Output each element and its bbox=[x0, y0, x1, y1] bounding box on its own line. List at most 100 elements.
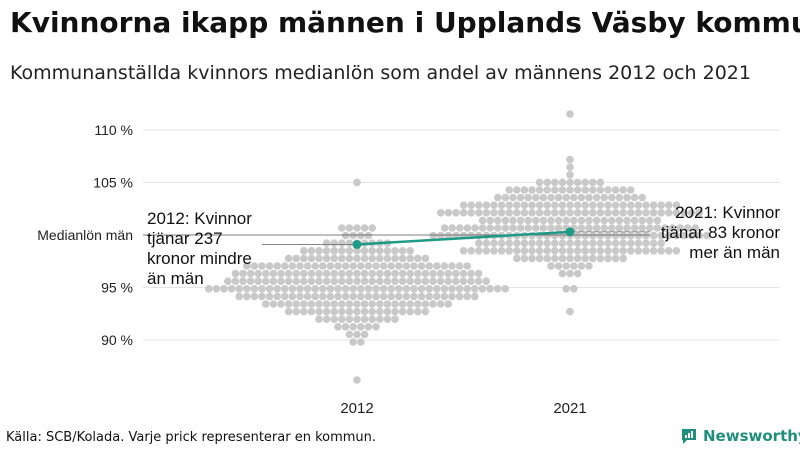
municipality-dot bbox=[680, 209, 688, 217]
municipality-dot bbox=[353, 307, 361, 316]
municipality-dot bbox=[672, 209, 681, 217]
municipality-dot bbox=[490, 201, 498, 209]
municipality-dot bbox=[345, 300, 354, 308]
municipality-dot bbox=[376, 269, 384, 278]
municipality-dot bbox=[383, 247, 392, 255]
municipality-dot bbox=[277, 269, 285, 278]
municipality-dot bbox=[619, 201, 627, 209]
annotation-2012-line: kronor mindre bbox=[147, 249, 252, 268]
municipality-dot bbox=[501, 285, 510, 293]
municipality-dot bbox=[345, 307, 354, 316]
municipality-dot bbox=[494, 224, 502, 232]
municipality-dot bbox=[516, 224, 525, 232]
brand-logo[interactable]: Newsworthy bbox=[680, 427, 800, 445]
municipality-dot bbox=[391, 307, 399, 316]
municipality-dot bbox=[330, 277, 339, 286]
municipality-dot bbox=[543, 209, 551, 217]
municipality-dot bbox=[463, 292, 472, 301]
municipality-dot bbox=[505, 239, 513, 247]
x-tick-label: 2021 bbox=[553, 400, 586, 417]
municipality-dot bbox=[581, 178, 589, 187]
municipality-dot bbox=[573, 254, 582, 263]
municipality-dot bbox=[353, 315, 361, 324]
municipality-dot bbox=[360, 269, 369, 278]
municipality-dot bbox=[353, 247, 361, 255]
municipality-dot bbox=[330, 300, 339, 308]
municipality-dot bbox=[520, 254, 529, 263]
municipality-dot bbox=[592, 216, 601, 225]
municipality-dot bbox=[421, 300, 430, 308]
municipality-dot bbox=[243, 285, 251, 293]
municipality-dot bbox=[562, 193, 570, 202]
municipality-dot bbox=[482, 201, 491, 209]
municipality-dot bbox=[429, 269, 437, 278]
municipality-dot bbox=[448, 262, 456, 270]
annotation-2021-line: mer än män bbox=[689, 243, 780, 262]
municipality-dot bbox=[254, 269, 262, 278]
municipality-dot bbox=[391, 247, 399, 255]
y-tick-label: 105 % bbox=[93, 175, 133, 191]
municipality-dot bbox=[254, 277, 262, 286]
municipality-dot bbox=[573, 247, 582, 255]
municipality-dot bbox=[330, 269, 339, 278]
municipality-dot bbox=[577, 224, 586, 232]
municipality-dot bbox=[262, 277, 270, 286]
municipality-dot bbox=[535, 209, 544, 217]
municipality-dot bbox=[497, 247, 506, 255]
municipality-dot bbox=[364, 323, 373, 331]
municipality-dot bbox=[250, 292, 259, 301]
municipality-dot bbox=[311, 285, 320, 293]
municipality-dot bbox=[326, 292, 335, 301]
municipality-dot bbox=[551, 178, 559, 187]
municipality-dot bbox=[372, 285, 380, 293]
municipality-dot bbox=[250, 285, 259, 293]
reference-lines: Medianlön män bbox=[37, 227, 650, 245]
municipality-dot bbox=[566, 247, 574, 255]
municipality-dot bbox=[205, 285, 213, 293]
municipality-dot bbox=[341, 323, 350, 331]
municipality-dot bbox=[296, 285, 304, 293]
municipality-dot bbox=[322, 254, 331, 263]
municipality-dot bbox=[551, 201, 559, 209]
municipality-dot bbox=[398, 277, 407, 286]
municipality-dot bbox=[657, 239, 665, 247]
municipality-dot bbox=[657, 209, 665, 217]
municipality-dot bbox=[551, 254, 559, 263]
municipality-dot bbox=[680, 231, 688, 240]
municipality-dot bbox=[368, 224, 377, 232]
municipality-dot bbox=[551, 247, 559, 255]
municipality-dot bbox=[353, 178, 361, 187]
municipality-dot bbox=[368, 315, 377, 324]
municipality-dot bbox=[611, 254, 620, 263]
municipality-dot bbox=[360, 277, 369, 286]
municipality-dot bbox=[414, 254, 422, 263]
municipality-dot bbox=[600, 193, 608, 202]
municipality-dot bbox=[341, 285, 350, 293]
municipality-dot bbox=[357, 262, 365, 270]
municipality-dot bbox=[262, 269, 270, 278]
municipality-dot bbox=[543, 201, 551, 209]
municipality-dot bbox=[486, 224, 495, 232]
municipality-dot bbox=[292, 307, 301, 316]
municipality-dot bbox=[414, 269, 422, 278]
municipality-dot bbox=[296, 262, 304, 270]
municipality-dot bbox=[284, 277, 293, 286]
municipality-dot bbox=[452, 209, 460, 217]
municipality-dot bbox=[642, 239, 650, 247]
municipality-dot bbox=[391, 315, 399, 324]
municipality-dot bbox=[357, 338, 365, 346]
municipality-dot bbox=[589, 186, 597, 194]
municipality-dot bbox=[486, 285, 494, 293]
municipality-dot bbox=[391, 277, 399, 286]
municipality-dot bbox=[623, 193, 631, 202]
municipality-dot bbox=[604, 247, 612, 255]
municipality-dot bbox=[543, 186, 551, 194]
municipality-dot bbox=[296, 292, 304, 301]
municipality-dot bbox=[307, 247, 316, 255]
municipality-dot bbox=[402, 292, 411, 301]
municipality-dot bbox=[345, 277, 354, 286]
municipality-dot bbox=[566, 209, 574, 217]
municipality-dot bbox=[474, 269, 483, 278]
municipality-dot bbox=[581, 247, 589, 255]
